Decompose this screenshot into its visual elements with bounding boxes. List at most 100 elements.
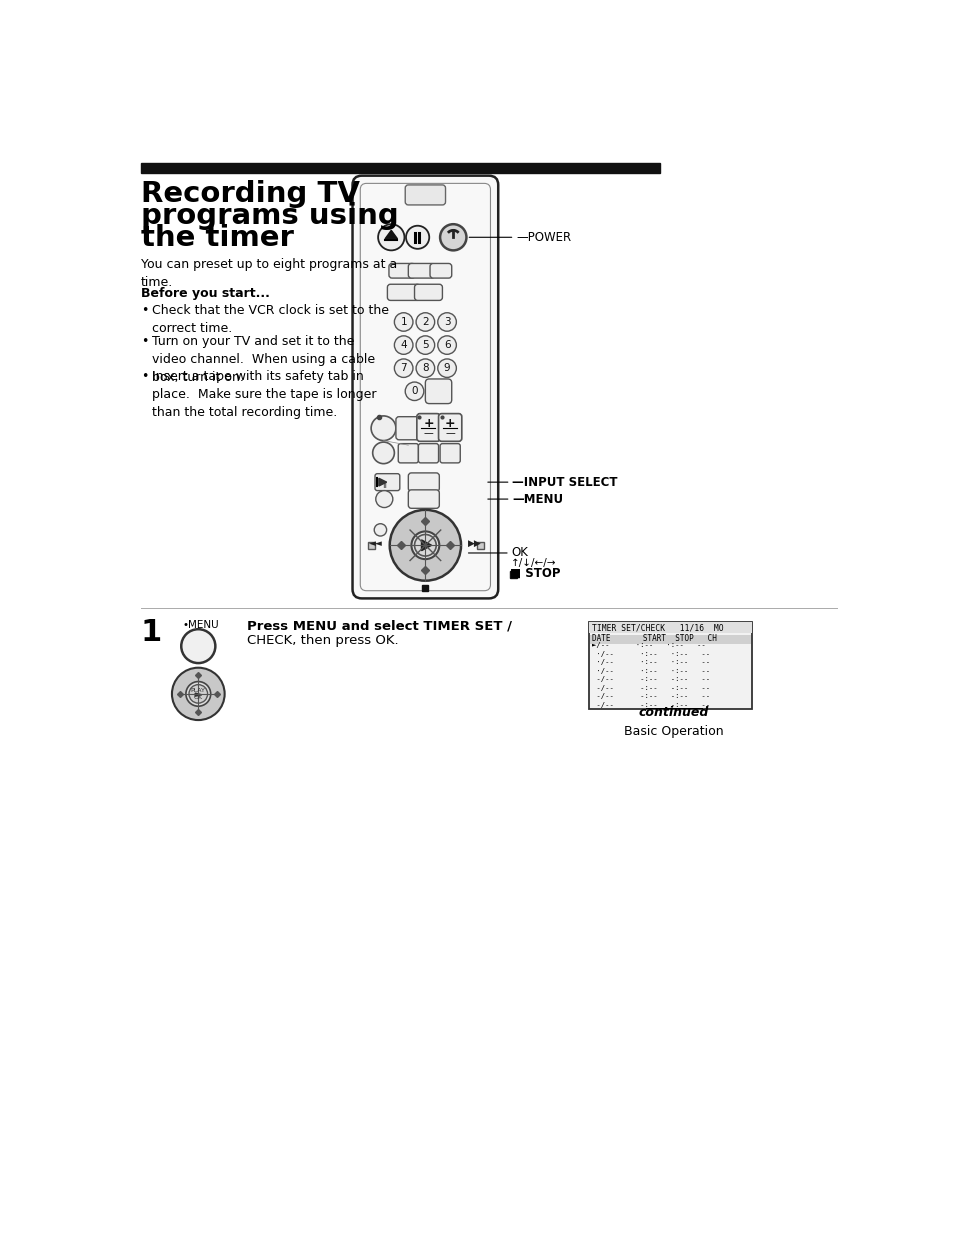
- Text: OK: OK: [193, 695, 203, 700]
- Text: ·/--      ·:--   ·:--   --: ·/-- ·:-- ·:-- --: [592, 660, 709, 666]
- Text: TIMER SET/CHECK   11/16  MO: TIMER SET/CHECK 11/16 MO: [592, 623, 723, 633]
- Text: PLAY: PLAY: [191, 688, 206, 693]
- Text: •: •: [141, 305, 148, 317]
- Circle shape: [411, 531, 439, 559]
- Text: 9: 9: [443, 364, 450, 374]
- Text: 6: 6: [443, 340, 450, 350]
- Text: the timer: the timer: [141, 224, 294, 253]
- Text: ■ STOP: ■ STOP: [509, 566, 559, 580]
- Polygon shape: [378, 478, 386, 486]
- FancyBboxPatch shape: [389, 264, 415, 279]
- Text: Recording TV: Recording TV: [141, 180, 359, 207]
- FancyBboxPatch shape: [408, 473, 439, 492]
- Circle shape: [373, 443, 394, 464]
- Circle shape: [394, 359, 413, 377]
- Bar: [476, 543, 483, 549]
- Text: +: +: [444, 417, 455, 430]
- Text: 1: 1: [400, 317, 407, 327]
- FancyBboxPatch shape: [416, 413, 439, 441]
- FancyBboxPatch shape: [387, 285, 419, 301]
- Text: -/--      -:--   -:--   --: -/-- -:-- -:-- --: [592, 702, 709, 708]
- Circle shape: [416, 359, 435, 377]
- Text: •: •: [141, 370, 148, 382]
- FancyBboxPatch shape: [397, 444, 418, 462]
- Bar: [141, 163, 659, 174]
- Circle shape: [172, 668, 224, 720]
- Circle shape: [181, 629, 215, 663]
- Text: —: —: [445, 428, 455, 438]
- Bar: [589, 635, 750, 644]
- Text: —MENU: —MENU: [512, 492, 562, 506]
- Text: —POWER: —POWER: [517, 231, 572, 244]
- Bar: [588, 623, 751, 709]
- Text: Check that the VCR clock is set to the
correct time.: Check that the VCR clock is set to the c…: [152, 305, 389, 335]
- Text: ◄◄: ◄◄: [369, 539, 382, 549]
- Bar: [509, 571, 517, 577]
- Bar: [368, 543, 375, 549]
- Text: 1: 1: [141, 619, 162, 647]
- Circle shape: [377, 224, 404, 250]
- Text: •: •: [141, 335, 148, 348]
- Polygon shape: [195, 693, 201, 697]
- FancyBboxPatch shape: [439, 444, 459, 462]
- Circle shape: [415, 534, 436, 556]
- Text: 0: 0: [411, 386, 417, 396]
- Circle shape: [186, 682, 211, 707]
- Text: continued: continued: [639, 707, 709, 719]
- Circle shape: [371, 416, 395, 440]
- Circle shape: [437, 359, 456, 377]
- Text: •MENU: •MENU: [183, 620, 219, 630]
- Circle shape: [405, 382, 423, 401]
- Text: 5: 5: [421, 340, 428, 350]
- FancyBboxPatch shape: [430, 264, 452, 279]
- Circle shape: [189, 684, 208, 703]
- Circle shape: [406, 226, 429, 249]
- Text: —: —: [423, 428, 433, 438]
- FancyBboxPatch shape: [425, 379, 452, 403]
- Text: ·/--      ·:--   ·:--   --: ·/-- ·:-- ·:-- --: [592, 668, 709, 673]
- Circle shape: [416, 313, 435, 332]
- FancyBboxPatch shape: [405, 185, 445, 205]
- Text: 2: 2: [421, 317, 428, 327]
- Text: You can preset up to eight programs at a
time.: You can preset up to eight programs at a…: [141, 258, 396, 289]
- FancyBboxPatch shape: [438, 413, 461, 441]
- Polygon shape: [385, 231, 397, 239]
- Text: DATE       START  STOP   CH: DATE START STOP CH: [592, 634, 716, 642]
- Circle shape: [394, 313, 413, 332]
- Bar: [588, 623, 751, 633]
- Text: Basic Operation: Basic Operation: [623, 725, 723, 737]
- Text: -/--      -:--   -:--   --: -/-- -:-- -:-- --: [592, 693, 709, 699]
- Circle shape: [374, 524, 386, 536]
- Text: ▶▶: ▶▶: [468, 539, 481, 549]
- Text: Press MENU and select TIMER SET /: Press MENU and select TIMER SET /: [247, 620, 512, 633]
- FancyBboxPatch shape: [375, 473, 399, 491]
- Text: II: II: [381, 481, 386, 490]
- Text: -/--      -:--   -:--   --: -/-- -:-- -:-- --: [592, 676, 709, 682]
- FancyBboxPatch shape: [408, 490, 439, 508]
- Text: -/--      -:--   -:--   --: -/-- -:-- -:-- --: [592, 684, 709, 690]
- FancyBboxPatch shape: [408, 264, 435, 279]
- Circle shape: [437, 313, 456, 332]
- FancyBboxPatch shape: [353, 175, 497, 598]
- Circle shape: [416, 335, 435, 354]
- Circle shape: [390, 510, 460, 581]
- FancyBboxPatch shape: [395, 417, 420, 440]
- Text: +: +: [423, 417, 434, 430]
- Text: 8: 8: [421, 364, 428, 374]
- Text: ►/--      ·:--   ·:--   --: ►/-- ·:-- ·:-- --: [592, 642, 705, 649]
- Text: CHECK, then press OK.: CHECK, then press OK.: [247, 634, 398, 647]
- Circle shape: [439, 224, 466, 250]
- Text: 7: 7: [400, 364, 407, 374]
- Text: OK: OK: [511, 546, 528, 559]
- Text: Insert a tape with its safety tab in
place.  Make sure the tape is longer
than t: Insert a tape with its safety tab in pla…: [152, 370, 375, 419]
- Text: ·/--      ·:--   ·:--   --: ·/-- ·:-- ·:-- --: [592, 651, 709, 657]
- Circle shape: [394, 335, 413, 354]
- Text: 3: 3: [443, 317, 450, 327]
- Text: programs using: programs using: [141, 202, 398, 229]
- Circle shape: [375, 491, 393, 508]
- FancyBboxPatch shape: [415, 285, 442, 301]
- Polygon shape: [421, 540, 431, 551]
- Bar: [422, 586, 428, 592]
- Text: —INPUT SELECT: —INPUT SELECT: [512, 476, 617, 488]
- Circle shape: [437, 335, 456, 354]
